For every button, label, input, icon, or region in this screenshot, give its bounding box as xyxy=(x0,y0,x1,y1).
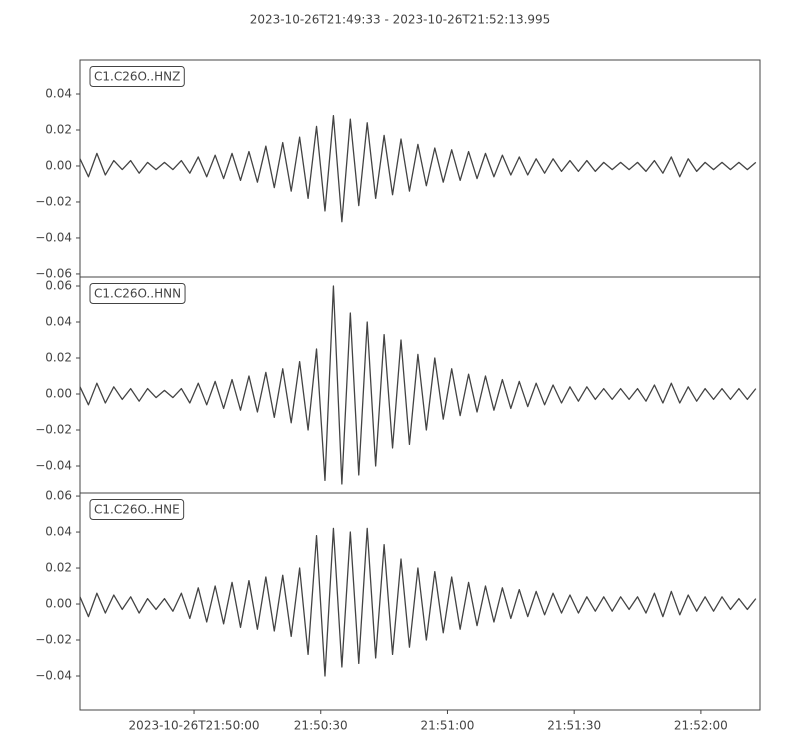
panel-frame xyxy=(79,276,761,494)
trace-label: C1.C26O..HNE xyxy=(94,503,180,517)
trace xyxy=(79,285,757,485)
y-tick-label: 0.00 xyxy=(45,158,72,172)
x-tick-label: 21:51:30 xyxy=(547,719,601,733)
y-tick-label: −0.06 xyxy=(35,266,72,280)
y-tick-label: 0.02 xyxy=(45,561,72,575)
trace-label-box xyxy=(89,66,185,87)
y-tick-label: 0.06 xyxy=(45,489,72,503)
trace xyxy=(79,527,757,677)
chart-title: 2023-10-26T21:49:33 - 2023-10-26T21:52:1… xyxy=(250,13,551,27)
y-tick-label: −0.04 xyxy=(35,230,72,244)
x-tick-label: 21:50:30 xyxy=(294,719,348,733)
y-tick-label: 0.00 xyxy=(45,387,72,401)
panel-frame xyxy=(79,59,761,278)
trace-label: C1.C26O..HNN xyxy=(94,287,181,301)
y-tick-label: −0.02 xyxy=(35,633,72,647)
trace-label-box xyxy=(89,283,186,304)
y-tick-label: 0.06 xyxy=(45,279,72,293)
y-tick-label: 0.04 xyxy=(45,525,72,539)
y-tick-label: 0.02 xyxy=(45,351,72,365)
y-tick-label: −0.02 xyxy=(35,194,72,208)
panel-frame xyxy=(79,492,761,711)
y-tick-label: 0.04 xyxy=(45,315,72,329)
y-tick-label: −0.04 xyxy=(35,668,72,682)
trace-label-box xyxy=(89,499,185,520)
trace-label: C1.C26O..HNZ xyxy=(94,70,180,84)
y-tick-label: 0.04 xyxy=(45,87,72,101)
y-tick-label: 0.02 xyxy=(45,122,72,136)
x-tick-label: 21:51:00 xyxy=(421,719,475,733)
y-tick-label: −0.04 xyxy=(35,459,72,473)
y-tick-label: −0.02 xyxy=(35,423,72,437)
y-tick-label: 0.00 xyxy=(45,597,72,611)
x-tick-label: 2023-10-26T21:50:00 xyxy=(129,719,260,733)
trace xyxy=(79,114,757,223)
x-tick-label: 21:52:00 xyxy=(674,719,728,733)
